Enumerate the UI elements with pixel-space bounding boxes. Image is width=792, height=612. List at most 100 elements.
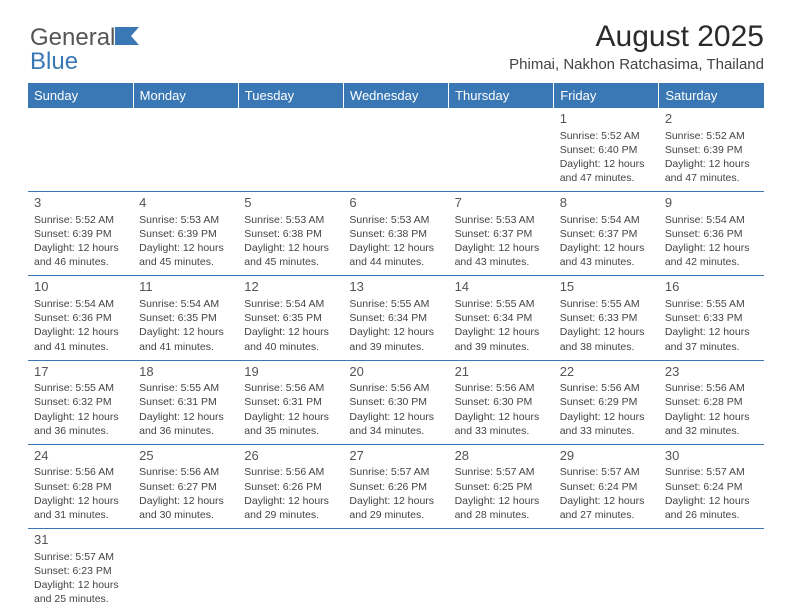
daylight-text: Daylight: 12 hours and 25 minutes. — [34, 578, 127, 606]
calendar-cell: 15Sunrise: 5:55 AMSunset: 6:33 PMDayligh… — [554, 276, 659, 360]
daylight-text: Daylight: 12 hours and 32 minutes. — [665, 410, 758, 438]
calendar-cell: 31Sunrise: 5:57 AMSunset: 6:23 PMDayligh… — [28, 529, 133, 612]
calendar-cell: 27Sunrise: 5:57 AMSunset: 6:26 PMDayligh… — [343, 444, 448, 528]
calendar-cell: 23Sunrise: 5:56 AMSunset: 6:28 PMDayligh… — [659, 360, 764, 444]
daylight-text: Daylight: 12 hours and 40 minutes. — [244, 325, 337, 353]
sunrise-text: Sunrise: 5:53 AM — [349, 213, 442, 227]
calendar-cell: 1Sunrise: 5:52 AMSunset: 6:40 PMDaylight… — [554, 108, 659, 192]
sunrise-text: Sunrise: 5:57 AM — [349, 465, 442, 479]
sunrise-text: Sunrise: 5:55 AM — [349, 297, 442, 311]
calendar-cell: 18Sunrise: 5:55 AMSunset: 6:31 PMDayligh… — [133, 360, 238, 444]
sunrise-text: Sunrise: 5:57 AM — [34, 550, 127, 564]
day-number: 18 — [139, 363, 232, 381]
logo-text: GeneralBlue — [30, 26, 143, 74]
day-number: 2 — [665, 110, 758, 128]
sunset-text: Sunset: 6:38 PM — [349, 227, 442, 241]
sunrise-text: Sunrise: 5:54 AM — [244, 297, 337, 311]
weekday-header: Tuesday — [238, 83, 343, 108]
sunrise-text: Sunrise: 5:55 AM — [455, 297, 548, 311]
day-number: 10 — [34, 278, 127, 296]
sunrise-text: Sunrise: 5:56 AM — [139, 465, 232, 479]
day-number: 27 — [349, 447, 442, 465]
calendar-cell: 19Sunrise: 5:56 AMSunset: 6:31 PMDayligh… — [238, 360, 343, 444]
daylight-text: Daylight: 12 hours and 29 minutes. — [244, 494, 337, 522]
daylight-text: Daylight: 12 hours and 42 minutes. — [665, 241, 758, 269]
sunrise-text: Sunrise: 5:52 AM — [665, 129, 758, 143]
sunset-text: Sunset: 6:35 PM — [139, 311, 232, 325]
weekday-header: Saturday — [659, 83, 764, 108]
sunset-text: Sunset: 6:31 PM — [244, 395, 337, 409]
day-number: 6 — [349, 194, 442, 212]
sunset-text: Sunset: 6:23 PM — [34, 564, 127, 578]
sunrise-text: Sunrise: 5:53 AM — [455, 213, 548, 227]
calendar-cell: 3Sunrise: 5:52 AMSunset: 6:39 PMDaylight… — [28, 192, 133, 276]
sunset-text: Sunset: 6:38 PM — [244, 227, 337, 241]
sunset-text: Sunset: 6:34 PM — [455, 311, 548, 325]
daylight-text: Daylight: 12 hours and 47 minutes. — [560, 157, 653, 185]
day-number: 19 — [244, 363, 337, 381]
sunset-text: Sunset: 6:39 PM — [34, 227, 127, 241]
calendar-cell: 25Sunrise: 5:56 AMSunset: 6:27 PMDayligh… — [133, 444, 238, 528]
calendar-cell: 20Sunrise: 5:56 AMSunset: 6:30 PMDayligh… — [343, 360, 448, 444]
calendar-row: 31Sunrise: 5:57 AMSunset: 6:23 PMDayligh… — [28, 529, 764, 612]
calendar-cell: 5Sunrise: 5:53 AMSunset: 6:38 PMDaylight… — [238, 192, 343, 276]
weekday-header: Friday — [554, 83, 659, 108]
daylight-text: Daylight: 12 hours and 33 minutes. — [455, 410, 548, 438]
day-number: 28 — [455, 447, 548, 465]
calendar-cell-empty — [238, 529, 343, 612]
calendar-cell: 17Sunrise: 5:55 AMSunset: 6:32 PMDayligh… — [28, 360, 133, 444]
sunset-text: Sunset: 6:32 PM — [34, 395, 127, 409]
sunset-text: Sunset: 6:34 PM — [349, 311, 442, 325]
calendar-body: 1Sunrise: 5:52 AMSunset: 6:40 PMDaylight… — [28, 108, 764, 612]
weekday-header: Sunday — [28, 83, 133, 108]
day-number: 14 — [455, 278, 548, 296]
calendar-cell-empty — [449, 108, 554, 192]
sunrise-text: Sunrise: 5:52 AM — [560, 129, 653, 143]
sunset-text: Sunset: 6:35 PM — [244, 311, 337, 325]
sunrise-text: Sunrise: 5:53 AM — [244, 213, 337, 227]
daylight-text: Daylight: 12 hours and 37 minutes. — [665, 325, 758, 353]
calendar-cell: 4Sunrise: 5:53 AMSunset: 6:39 PMDaylight… — [133, 192, 238, 276]
day-number: 30 — [665, 447, 758, 465]
sunrise-text: Sunrise: 5:53 AM — [139, 213, 232, 227]
sunrise-text: Sunrise: 5:54 AM — [139, 297, 232, 311]
sunrise-text: Sunrise: 5:57 AM — [455, 465, 548, 479]
sunset-text: Sunset: 6:28 PM — [34, 480, 127, 494]
day-number: 31 — [34, 531, 127, 549]
sunset-text: Sunset: 6:39 PM — [665, 143, 758, 157]
sunset-text: Sunset: 6:28 PM — [665, 395, 758, 409]
day-number: 7 — [455, 194, 548, 212]
weekday-header: Wednesday — [343, 83, 448, 108]
calendar-cell: 29Sunrise: 5:57 AMSunset: 6:24 PMDayligh… — [554, 444, 659, 528]
calendar-cell-empty — [343, 108, 448, 192]
calendar-row: 3Sunrise: 5:52 AMSunset: 6:39 PMDaylight… — [28, 192, 764, 276]
calendar-cell-empty — [133, 529, 238, 612]
calendar-cell: 2Sunrise: 5:52 AMSunset: 6:39 PMDaylight… — [659, 108, 764, 192]
sunrise-text: Sunrise: 5:56 AM — [244, 381, 337, 395]
sunrise-text: Sunrise: 5:55 AM — [34, 381, 127, 395]
sunrise-text: Sunrise: 5:52 AM — [34, 213, 127, 227]
calendar-cell: 26Sunrise: 5:56 AMSunset: 6:26 PMDayligh… — [238, 444, 343, 528]
day-number: 16 — [665, 278, 758, 296]
day-number: 1 — [560, 110, 653, 128]
weekday-header: Monday — [133, 83, 238, 108]
sunset-text: Sunset: 6:33 PM — [665, 311, 758, 325]
day-number: 12 — [244, 278, 337, 296]
calendar-cell: 22Sunrise: 5:56 AMSunset: 6:29 PMDayligh… — [554, 360, 659, 444]
daylight-text: Daylight: 12 hours and 45 minutes. — [244, 241, 337, 269]
daylight-text: Daylight: 12 hours and 46 minutes. — [34, 241, 127, 269]
sunrise-text: Sunrise: 5:56 AM — [560, 381, 653, 395]
day-number: 4 — [139, 194, 232, 212]
day-number: 9 — [665, 194, 758, 212]
sunset-text: Sunset: 6:37 PM — [560, 227, 653, 241]
calendar-cell: 6Sunrise: 5:53 AMSunset: 6:38 PMDaylight… — [343, 192, 448, 276]
sunset-text: Sunset: 6:29 PM — [560, 395, 653, 409]
daylight-text: Daylight: 12 hours and 43 minutes. — [560, 241, 653, 269]
day-number: 13 — [349, 278, 442, 296]
daylight-text: Daylight: 12 hours and 31 minutes. — [34, 494, 127, 522]
day-number: 15 — [560, 278, 653, 296]
sunset-text: Sunset: 6:33 PM — [560, 311, 653, 325]
daylight-text: Daylight: 12 hours and 44 minutes. — [349, 241, 442, 269]
day-number: 21 — [455, 363, 548, 381]
calendar-cell: 21Sunrise: 5:56 AMSunset: 6:30 PMDayligh… — [449, 360, 554, 444]
